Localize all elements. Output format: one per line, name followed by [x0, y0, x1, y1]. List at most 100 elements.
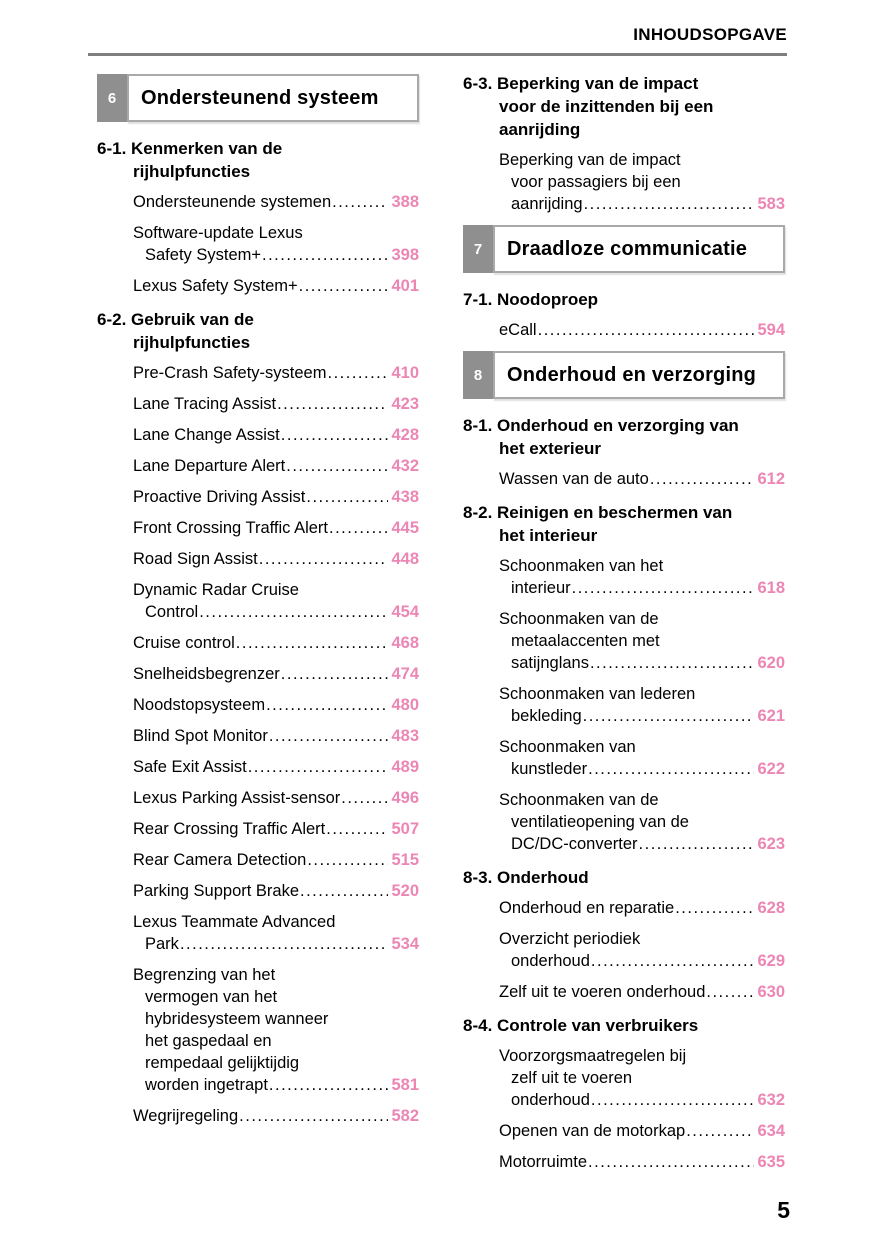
toc-entry: Lane Change Assist 428: [97, 424, 419, 446]
dot-leader: [685, 1120, 754, 1142]
toc-entry-last-line: eCall 594: [499, 319, 785, 341]
dot-leader: [280, 424, 389, 446]
toc-entry-line: Schoonmaken van het: [499, 557, 664, 575]
toc-entry-last-line: kunstleder 622: [511, 758, 785, 780]
page-number-ref: 581: [391, 1076, 419, 1094]
dot-leader: [276, 393, 388, 415]
dot-leader: [305, 486, 388, 508]
page-number-ref: 474: [391, 665, 419, 683]
toc-entry: Lexus Teammate Advanced Park 534: [97, 911, 419, 955]
toc-entry-text: Control: [145, 603, 199, 621]
dot-leader: [674, 897, 754, 919]
toc-entry-last-line: DC/DC-converter 623: [511, 833, 785, 855]
page-number-ref: 410: [391, 364, 419, 382]
dot-leader: [590, 1089, 755, 1111]
chapter-title: Ondersteunend systeem: [141, 86, 379, 109]
dot-leader: [583, 193, 755, 215]
section-heading-line: 7-1. Noodoproep: [463, 290, 599, 309]
chapter-number-badge: 7: [463, 225, 493, 273]
toc-entry-last-line: Snelheidsbegrenzer 474: [133, 663, 419, 685]
dot-leader: [587, 758, 754, 780]
toc-entry: Road Sign Assist 448: [97, 548, 419, 570]
dot-leader: [537, 319, 755, 341]
page-number-ref: 507: [391, 820, 419, 838]
toc-entry-last-line: Lane Tracing Assist 423: [133, 393, 419, 415]
toc-column-left: 6 Ondersteunend systeem 6-1. Kenmerken van…: [97, 72, 419, 1182]
toc-entry-text: Ondersteunende systemen: [133, 193, 332, 211]
toc-entry-text: Wegrijregeling: [133, 1107, 239, 1125]
toc-entry-last-line: Lane Departure Alert 432: [133, 455, 419, 477]
section-heading-line: 6-2. Gebruik van de: [97, 310, 254, 329]
toc-entry-last-line: onderhoud 632: [511, 1089, 785, 1111]
toc-entry-text: eCall: [499, 321, 537, 339]
section-heading: 8-1. Onderhoud en verzorging van het exte…: [463, 414, 785, 460]
section-heading-line: rijhulpfuncties: [133, 162, 251, 181]
toc-entry-last-line: Motorruimte 635: [499, 1151, 785, 1173]
toc-entry: Onderhoud en reparatie 628: [463, 897, 785, 919]
toc-entry-last-line: bekleding 621: [511, 705, 785, 727]
toc-entry-line: Schoonmaken van: [499, 738, 636, 756]
dot-leader: [265, 694, 388, 716]
page-header-title: INHOUDSOPGAVE: [633, 25, 787, 44]
page-number-ref: 423: [391, 395, 419, 413]
toc-entry-last-line: Safety System+ 398: [145, 244, 419, 266]
page-number-ref: 634: [757, 1122, 785, 1140]
section-heading-line: het interieur: [499, 526, 598, 545]
toc-entry-line: Schoonmaken van de: [499, 610, 659, 628]
toc-entry: Rear Camera Detection 515: [97, 849, 419, 871]
page-number-ref: 620: [757, 654, 785, 672]
toc-entry: Voorzorgsmaatregelen bij zelf uit te voer…: [463, 1045, 785, 1111]
dot-leader: [590, 950, 755, 972]
section-heading-line: rijhulpfuncties: [133, 333, 251, 352]
dot-leader: [268, 725, 389, 747]
toc-entry-text: kunstleder: [511, 760, 588, 778]
page-number-ref: 448: [391, 550, 419, 568]
toc-entry-text: Noodstopsysteem: [133, 696, 266, 714]
page-number-ref: 483: [391, 727, 419, 745]
toc-entry-text: Openen van de motorkap: [499, 1122, 686, 1140]
toc-entry-line: hybridesysteem wanneer: [145, 1010, 329, 1028]
toc-entry-text: satijnglans: [511, 654, 589, 672]
toc-entry-text: Motorruimte: [499, 1153, 588, 1171]
toc-entry: Front Crossing Traffic Alert 445: [97, 517, 419, 539]
page-number-ref: 622: [757, 760, 785, 778]
toc-entry-text: Pre-Crash Safety-systeem: [133, 364, 327, 382]
toc-entry-text: Snelheidsbegrenzer: [133, 665, 280, 683]
toc-entry: Safe Exit Assist 489: [97, 756, 419, 778]
toc-entry-line: Voorzorgsmaatregelen bij: [499, 1047, 687, 1065]
toc-entry: Motorruimte 635: [463, 1151, 785, 1173]
dot-leader: [258, 548, 389, 570]
section-heading: 7-1. Noodoproep: [463, 288, 785, 311]
toc-entry: Wegrijregeling 582: [97, 1105, 419, 1127]
toc-entry-last-line: Noodstopsysteem 480: [133, 694, 419, 716]
toc-entry: Ondersteunende systemen 388: [97, 191, 419, 213]
page-number-ref: 468: [391, 634, 419, 652]
page-number-ref: 520: [391, 882, 419, 900]
toc-entry: Begrenzing van het vermogen van het hybrid…: [97, 964, 419, 1096]
page-number-ref: 496: [391, 789, 419, 807]
toc-entry-text: worden ingetrapt: [145, 1076, 268, 1094]
toc-entry-text: Park: [145, 935, 179, 953]
dot-leader: [649, 468, 755, 490]
toc-entry: Schoonmaken van de ventilatieopening van …: [463, 789, 785, 855]
toc-entry-text: Proactive Driving Assist: [133, 488, 306, 506]
section-heading-line: 8-4. Controle van verbruikers: [463, 1016, 699, 1035]
dot-leader: [285, 455, 388, 477]
page-number-ref: 629: [757, 952, 785, 970]
toc-entry-last-line: onderhoud 629: [511, 950, 785, 972]
toc-entry-last-line: Zelf uit te voeren onderhoud 630: [499, 981, 785, 1003]
page-number-ref: 428: [391, 426, 419, 444]
toc-entry-text: interieur: [511, 579, 571, 597]
toc-entry: Software-update Lexus Safety System+ 398: [97, 222, 419, 266]
chapter-heading: 7 Draadloze communicatie: [463, 225, 785, 273]
toc-entry-text: aanrijding: [511, 195, 583, 213]
toc-entry-text: Lexus Safety System+: [133, 277, 298, 295]
toc-columns: 6 Ondersteunend systeem 6-1. Kenmerken van…: [88, 72, 787, 1182]
dot-leader: [638, 833, 755, 855]
toc-entry-text: Cruise control: [133, 634, 235, 652]
toc-entry-text: Parking Support Brake: [133, 882, 300, 900]
toc-entry: Lane Departure Alert 432: [97, 455, 419, 477]
page-number-folio: 5: [777, 1197, 790, 1223]
dot-leader: [299, 880, 388, 902]
toc-entry-last-line: worden ingetrapt 581: [145, 1074, 419, 1096]
